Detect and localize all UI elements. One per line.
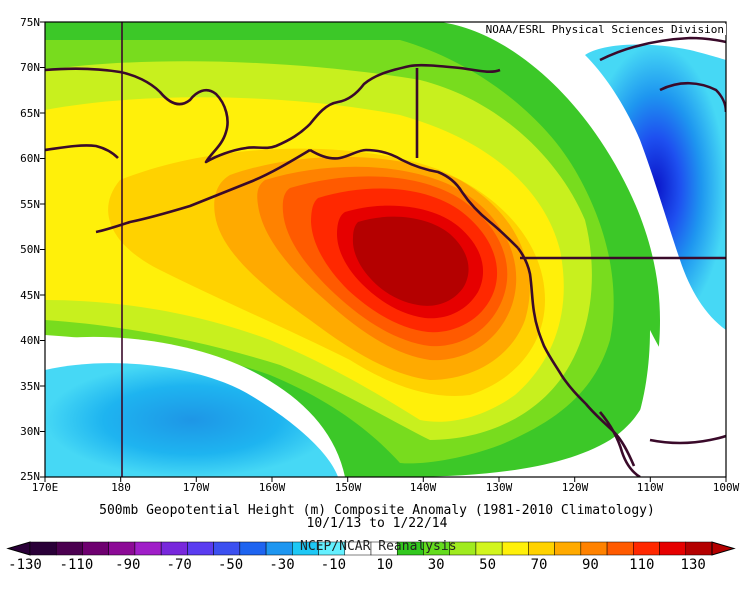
reanalysis-label: NCEP/NCAR Reanalysis xyxy=(300,539,457,554)
axis-ticks xyxy=(40,21,727,482)
lat-label-55n: 55N xyxy=(20,198,40,211)
baja-coast xyxy=(599,411,641,477)
colorbar-tick-label: 90 xyxy=(581,557,599,573)
colorbar-tick-label: -70 xyxy=(166,557,192,573)
lat-label-25n: 25N xyxy=(20,470,40,483)
map-title: 500mb Geopotential Height (m) Composite … xyxy=(99,503,655,518)
alaska-coastline xyxy=(45,63,501,164)
alaska-southcoast xyxy=(309,148,519,249)
lon-label-120w: 120W xyxy=(561,481,589,494)
colorbar-tick-label: 50 xyxy=(479,557,497,573)
colorbar-tick-label: 10 xyxy=(376,557,394,573)
colorbar-tick-label: -90 xyxy=(115,557,141,573)
colorbar-swatch xyxy=(187,541,214,556)
colorbar-tick-label: 110 xyxy=(629,557,655,573)
lon-label-180: 180 xyxy=(111,481,131,494)
colorbar-swatch xyxy=(55,541,83,556)
colorbar-arrow-low xyxy=(6,541,31,556)
credit-label: NOAA/ESRL Physical Sciences Division xyxy=(483,23,726,36)
colorbar-swatch xyxy=(475,541,503,556)
colorbar-arrow-high xyxy=(711,541,736,556)
colorbar-swatch xyxy=(580,541,608,556)
lat-label-65n: 65N xyxy=(20,107,40,120)
colorbar xyxy=(6,541,736,556)
lon-label-170w: 170W xyxy=(182,481,210,494)
colorbar-swatch xyxy=(213,541,241,556)
anomaly-field xyxy=(45,22,726,477)
colorbar-tick-label: -30 xyxy=(269,557,295,573)
lon-label-130w: 130W xyxy=(485,481,513,494)
colorbar-swatch xyxy=(160,541,188,556)
lon-label-150w: 150W xyxy=(334,481,362,494)
colorbar-tick-label: 70 xyxy=(530,557,548,573)
colorbar-swatch xyxy=(606,541,634,556)
colorbar-swatch xyxy=(82,541,109,556)
mexico-coast xyxy=(649,434,726,445)
colorbar-tick-label: -130 xyxy=(8,557,42,573)
colorbar-tick-label: -10 xyxy=(320,557,347,573)
lat-label-60n: 60N xyxy=(20,152,40,165)
lat-label-35n: 35N xyxy=(20,380,40,393)
lon-label-100w: 100W xyxy=(712,481,740,494)
anomaly-low-southwest xyxy=(45,363,338,477)
anomaly-white-southeast xyxy=(610,330,726,477)
siberia-coast xyxy=(45,144,119,159)
lat-label-70n: 70N xyxy=(20,61,40,74)
colorbar-tick-label: -50 xyxy=(217,557,244,573)
lon-label-170e: 170E xyxy=(31,481,59,494)
arctic-coast xyxy=(599,36,726,62)
colorbar-swatch xyxy=(239,541,267,556)
lat-label-45n: 45N xyxy=(20,289,40,302)
colorbar-tick-label: -110 xyxy=(59,557,94,573)
colorbar-swatch xyxy=(108,541,136,556)
lat-label-50n: 50N xyxy=(20,243,40,256)
coastlines xyxy=(45,22,726,477)
colorbar-swatch xyxy=(501,541,529,556)
colorbar-tick-label: 130 xyxy=(680,557,706,573)
colorbar-swatch xyxy=(685,541,713,556)
colorbar-swatch xyxy=(528,541,555,556)
alaska-peninsula xyxy=(95,148,311,234)
colorbar-swatch xyxy=(29,541,57,556)
map-date-range: 10/1/13 to 1/22/14 xyxy=(306,516,448,531)
colorbar-swatch xyxy=(265,541,293,556)
lon-label-160w: 160W xyxy=(258,481,286,494)
lat-label-75n: 75N xyxy=(20,16,40,29)
colorbar-swatch xyxy=(134,541,162,556)
colorbar-swatch xyxy=(633,541,660,556)
hudson-bay-coast xyxy=(659,81,726,113)
colorbar-swatch xyxy=(554,541,582,556)
lat-label-40n: 40N xyxy=(20,334,40,347)
lon-label-110w: 110W xyxy=(636,481,664,494)
colorbar-tick-label: 30 xyxy=(427,557,445,573)
colorbar-swatch xyxy=(659,541,687,556)
anomaly-max-core xyxy=(352,216,469,306)
lat-label-30n: 30N xyxy=(20,425,40,438)
lon-label-140w: 140W xyxy=(409,481,437,494)
